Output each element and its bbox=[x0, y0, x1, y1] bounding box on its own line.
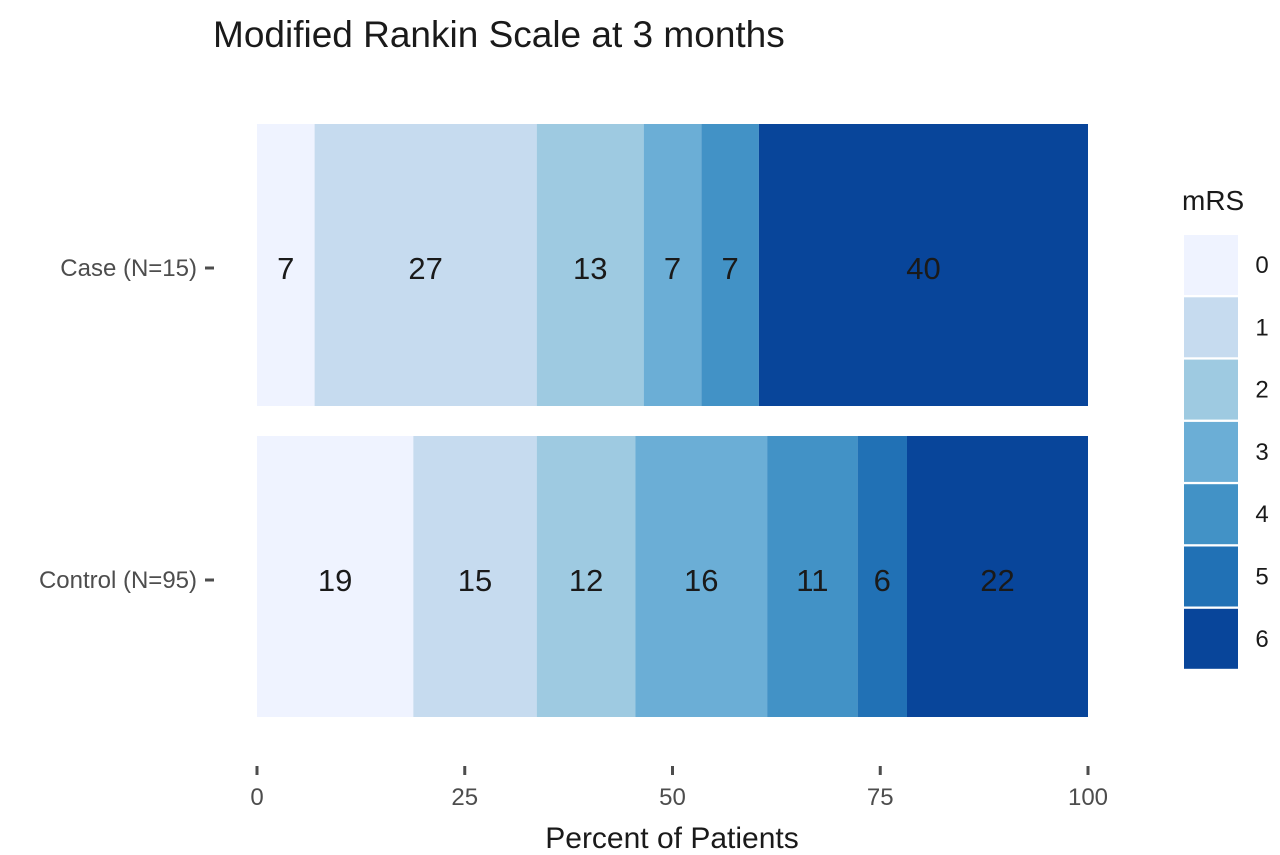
legend-label: 6 bbox=[1255, 626, 1268, 653]
data-label: 13 bbox=[573, 251, 607, 286]
data-label: 16 bbox=[684, 563, 718, 598]
data-label: 11 bbox=[796, 563, 828, 598]
data-label: 7 bbox=[721, 251, 738, 286]
data-label: 12 bbox=[569, 563, 603, 598]
bar-segment bbox=[536, 124, 644, 406]
data-label: 22 bbox=[980, 563, 1014, 598]
x-tick-label: 0 bbox=[250, 784, 263, 811]
legend-label: 0 bbox=[1255, 252, 1268, 279]
bar-segment bbox=[536, 436, 636, 717]
legend: mRS 0 1 2 3 4 5 6 bbox=[1182, 185, 1269, 669]
legend-key bbox=[1184, 484, 1238, 545]
data-label: 15 bbox=[458, 563, 492, 598]
bar-segment bbox=[413, 436, 537, 717]
y-tick-label: Control (N=95) bbox=[39, 567, 197, 594]
data-label: 6 bbox=[874, 563, 891, 598]
bar-segment bbox=[906, 436, 1088, 717]
y-axis: Case (N=15) Control (N=95) bbox=[39, 255, 214, 594]
legend-label: 3 bbox=[1255, 439, 1268, 466]
chart-title: Modified Rankin Scale at 3 months bbox=[213, 14, 785, 55]
data-label: 7 bbox=[664, 251, 681, 286]
x-tick-label: 25 bbox=[451, 784, 478, 811]
legend-label: 5 bbox=[1255, 564, 1268, 591]
legend-key bbox=[1184, 235, 1238, 295]
legend-label: 2 bbox=[1255, 377, 1268, 404]
legend-key bbox=[1184, 359, 1238, 420]
bars-group bbox=[257, 124, 1088, 717]
bar-segment bbox=[857, 436, 907, 717]
x-tick-label: 50 bbox=[659, 784, 686, 811]
bar-segment bbox=[643, 124, 702, 406]
bar-segment bbox=[701, 124, 759, 406]
bar-segment bbox=[767, 436, 858, 717]
bar-segment bbox=[257, 124, 315, 406]
legend-label: 4 bbox=[1255, 501, 1268, 528]
data-label: 7 bbox=[277, 251, 294, 286]
data-label: 40 bbox=[906, 251, 940, 286]
data-label: 19 bbox=[318, 563, 352, 598]
legend-key bbox=[1184, 421, 1238, 482]
data-label: 27 bbox=[408, 251, 442, 286]
bar-segment bbox=[257, 436, 414, 717]
x-axis: 0 25 50 75 100 bbox=[250, 766, 1108, 811]
bar-segment bbox=[758, 124, 1088, 406]
legend-key bbox=[1184, 297, 1238, 358]
legend-label: 1 bbox=[1255, 314, 1268, 341]
bar-segment bbox=[635, 436, 768, 717]
x-tick-label: 100 bbox=[1068, 784, 1108, 811]
y-tick-label: Case (N=15) bbox=[60, 255, 197, 282]
data-labels-group: 7 27 13 7 7 40 19 15 12 16 11 6 22 bbox=[277, 251, 1015, 598]
legend-key bbox=[1184, 546, 1238, 607]
legend-key bbox=[1184, 608, 1238, 669]
x-tick-label: 75 bbox=[867, 784, 894, 811]
x-axis-title: Percent of Patients bbox=[545, 822, 798, 855]
legend-title: mRS bbox=[1182, 185, 1244, 216]
bar-segment bbox=[314, 124, 537, 406]
